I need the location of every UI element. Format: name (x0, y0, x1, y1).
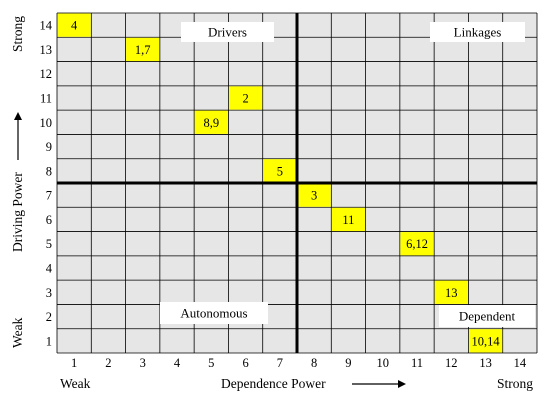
data-cell-label: 10,14 (472, 334, 501, 348)
data-cell: 11 (331, 207, 366, 232)
x-low-label: Weak (60, 376, 91, 391)
quadrant-label: Autonomous (160, 302, 268, 324)
y-high-label: Strong (10, 16, 25, 52)
x-tick-label: 12 (445, 356, 458, 370)
data-cell-label: 4 (71, 19, 78, 33)
data-cell-label: 11 (342, 213, 354, 227)
data-cell: 4 (57, 13, 91, 37)
x-tick-label: 1 (71, 356, 77, 370)
x-axis-arrow (352, 380, 406, 388)
data-cell-label: 8,9 (203, 116, 219, 130)
data-cell: 10,14 (468, 329, 503, 353)
x-tick-label: 7 (277, 356, 283, 370)
y-low-label: Weak (10, 317, 25, 348)
y-tick-label: 4 (46, 262, 53, 276)
data-cell: 3 (297, 183, 331, 207)
x-tick-label: 2 (105, 356, 111, 370)
y-tick-label: 2 (46, 310, 52, 324)
x-tick-label: 3 (140, 356, 146, 370)
data-cells: 4 1,7 2 8,9 5 3 11 6,12 13 10,14 (57, 13, 503, 353)
y-tick-label: 3 (46, 286, 52, 300)
data-cell: 1,7 (126, 37, 160, 62)
y-tick-label: 9 (46, 140, 52, 154)
data-cell-label: 6,12 (406, 237, 428, 251)
data-cell-fill (194, 110, 228, 134)
quadrant-label: Drivers (181, 22, 274, 42)
quadrant-label: Dependent (439, 305, 535, 327)
data-cell-label: 1,7 (135, 43, 151, 57)
data-cell-fill (297, 183, 331, 207)
x-tick-label: 8 (311, 356, 317, 370)
x-tick-label: 14 (514, 356, 527, 370)
y-tick-label: 12 (40, 67, 53, 81)
x-tick-label: 10 (376, 356, 389, 370)
quadrant-label-box (160, 302, 268, 324)
data-cell-fill (468, 329, 503, 353)
x-axis-title: Dependence Power (221, 376, 326, 391)
data-cell-fill (434, 280, 468, 304)
y-tick-label: 10 (40, 116, 53, 130)
data-cell: 13 (434, 280, 468, 304)
y-tick-label: 8 (46, 164, 52, 178)
data-cell: 8,9 (194, 110, 228, 134)
data-cell-label: 3 (311, 189, 317, 203)
x-high-label: Strong (497, 376, 533, 391)
data-cell-label: 2 (242, 92, 248, 106)
y-tick-label: 7 (46, 189, 52, 203)
y-axis-arrow (14, 112, 22, 160)
quadrant-labels: Drivers Linkages Autonomous Dependent (160, 22, 535, 327)
quadrant-label-text: Autonomous (180, 306, 247, 321)
x-tick-label: 13 (479, 356, 492, 370)
data-cell-fill (126, 37, 160, 62)
quadrant-dividers (57, 13, 537, 353)
data-cell-fill (400, 232, 434, 256)
data-cell-fill (228, 86, 263, 110)
y-tick-label: 14 (40, 19, 53, 33)
y-tick-label: 6 (46, 213, 52, 227)
quadrant-label-box (430, 22, 525, 42)
data-cell-fill (331, 207, 366, 232)
data-cell: 6,12 (400, 232, 434, 256)
y-tick-label: 11 (40, 92, 52, 106)
x-tick-label: 5 (208, 356, 214, 370)
data-cell-fill (263, 159, 297, 183)
quadrant-label-box (181, 22, 274, 42)
y-tick-label: 13 (40, 43, 53, 57)
y-tick-label: 5 (46, 237, 52, 251)
data-cell: 5 (263, 159, 297, 183)
quadrant-label-box (439, 305, 535, 327)
x-tick-label: 11 (411, 356, 423, 370)
y-axis-title: Driving Power (10, 172, 25, 252)
quadrant-label: Linkages (430, 22, 525, 42)
data-cell-label: 5 (277, 164, 283, 178)
y-tick-label: 1 (46, 334, 52, 348)
quadrant-label-text: Linkages (454, 25, 502, 40)
x-tick-label: 4 (174, 356, 181, 370)
data-cell-fill (57, 13, 91, 37)
x-tick-label: 6 (242, 356, 248, 370)
x-tick-label: 9 (345, 356, 351, 370)
quadrant-label-text: Drivers (208, 25, 247, 40)
data-cell: 2 (228, 86, 263, 110)
quadrant-label-text: Dependent (459, 309, 516, 324)
data-cell-label: 13 (445, 286, 458, 300)
